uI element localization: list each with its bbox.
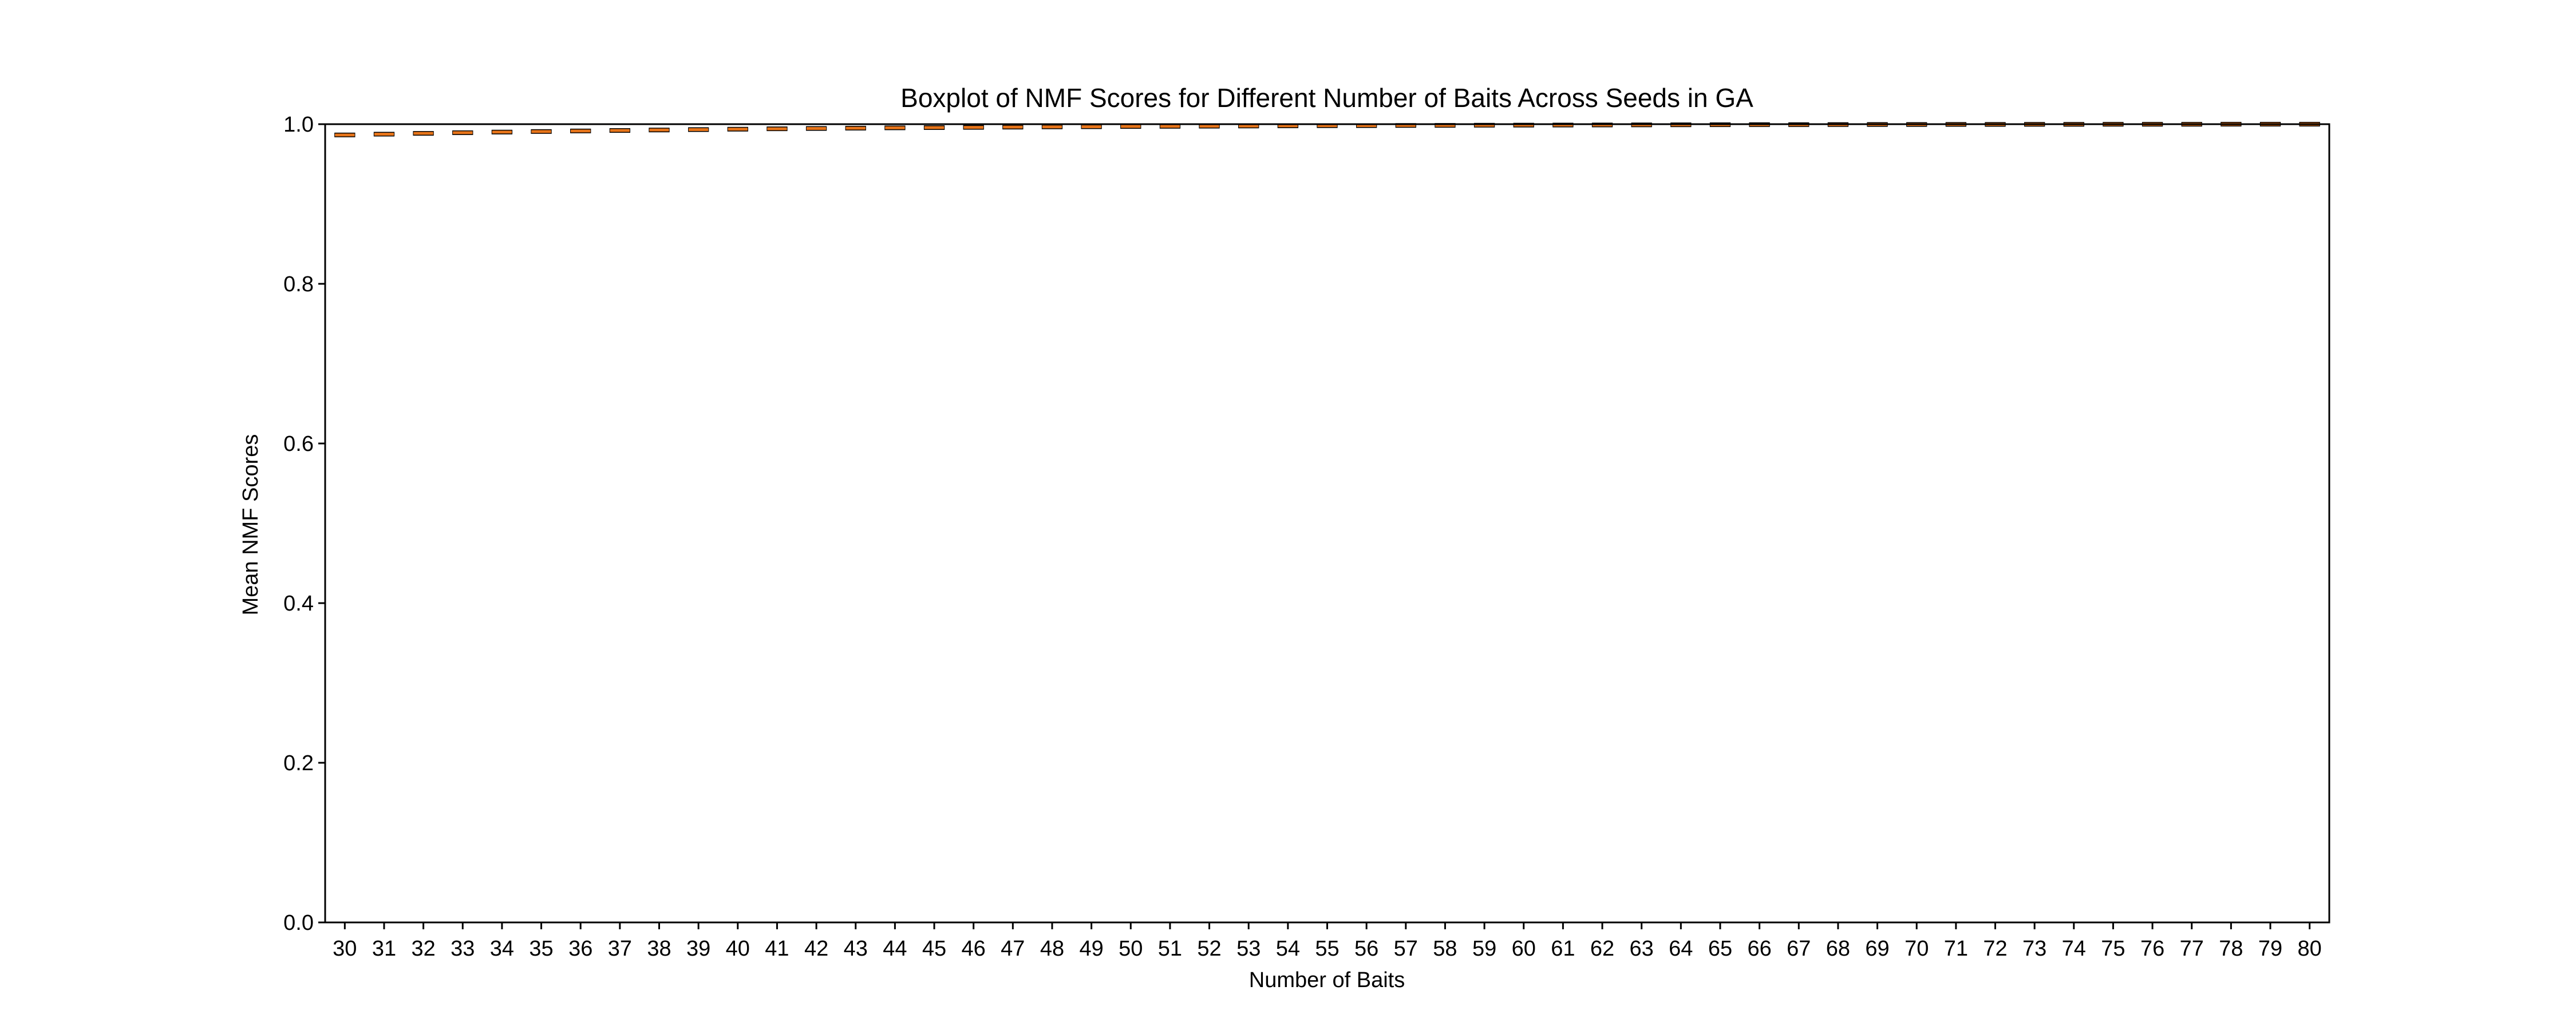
box-30 xyxy=(334,132,355,137)
x-tick-label: 62 xyxy=(1590,937,1614,961)
x-tick-label: 66 xyxy=(1747,937,1771,961)
x-tick-label: 48 xyxy=(1040,937,1064,961)
y-tick-label: 0.8 xyxy=(283,272,314,296)
box-34 xyxy=(491,129,513,134)
box-31 xyxy=(373,132,395,137)
x-tick-label: 64 xyxy=(1669,937,1693,961)
x-tick-label: 55 xyxy=(1315,937,1339,961)
x-tick-label: 63 xyxy=(1630,937,1654,961)
x-tick-label: 56 xyxy=(1354,937,1378,961)
chart-title: Boxplot of NMF Scores for Different Numb… xyxy=(900,83,1753,113)
x-tick-label: 80 xyxy=(2298,937,2322,961)
box-44 xyxy=(884,125,906,130)
x-tick-label: 36 xyxy=(568,937,592,961)
box-35 xyxy=(531,129,552,134)
x-tick-label: 57 xyxy=(1394,937,1418,961)
y-axis-label: Mean NMF Scores xyxy=(239,434,263,616)
x-tick-label: 33 xyxy=(451,937,475,961)
box-45 xyxy=(923,125,945,130)
x-tick-label: 78 xyxy=(2219,937,2243,961)
box-37 xyxy=(609,128,631,133)
box-48 xyxy=(1041,124,1063,129)
x-tick-label: 53 xyxy=(1236,937,1261,961)
x-axis: 30 31 32 33 34 35 36 37 38 39 40 41 42 43 44 45 46 47 48 49… xyxy=(333,922,2322,961)
x-tick-label: 60 xyxy=(1512,937,1536,961)
x-tick-label: 73 xyxy=(2022,937,2046,961)
x-tick-label: 38 xyxy=(647,937,671,961)
y-tick-label: 0.6 xyxy=(283,432,314,456)
box-46 xyxy=(963,125,984,130)
x-tick-label: 30 xyxy=(333,937,357,961)
x-tick-label: 44 xyxy=(883,937,907,961)
x-tick-label: 31 xyxy=(372,937,396,961)
x-tick-label: 43 xyxy=(844,937,868,961)
x-tick-label: 54 xyxy=(1276,937,1300,961)
x-tick-label: 71 xyxy=(1944,937,1968,961)
box-40 xyxy=(727,126,748,132)
x-tick-label: 50 xyxy=(1119,937,1143,961)
x-tick-label: 67 xyxy=(1787,937,1811,961)
box-41 xyxy=(767,126,788,132)
x-tick-label: 49 xyxy=(1079,937,1103,961)
x-tick-label: 70 xyxy=(1905,937,1929,961)
x-tick-label: 74 xyxy=(2062,937,2086,961)
box-33 xyxy=(452,130,473,135)
x-tick-label: 35 xyxy=(529,937,553,961)
x-tick-label: 79 xyxy=(2258,937,2282,961)
box-47 xyxy=(1002,125,1024,130)
x-tick-label: 77 xyxy=(2180,937,2204,961)
x-tick-label: 32 xyxy=(411,937,435,961)
x-tick-label: 68 xyxy=(1826,937,1850,961)
x-tick-label: 41 xyxy=(765,937,789,961)
box-50 xyxy=(1120,124,1141,129)
y-tick-label: 0.0 xyxy=(283,911,314,935)
x-tick-label: 37 xyxy=(608,937,632,961)
box-49 xyxy=(1081,124,1102,129)
x-tick-label: 72 xyxy=(1983,937,2007,961)
x-tick-label: 39 xyxy=(686,937,710,961)
y-tick-label: 0.2 xyxy=(283,751,314,775)
x-tick-label: 46 xyxy=(962,937,986,961)
box-51 xyxy=(1159,124,1181,129)
x-tick-label: 34 xyxy=(490,937,514,961)
y-axis: 0.0 0.2 0.4 0.6 0.8 1.0 xyxy=(283,113,325,935)
box-39 xyxy=(688,127,709,132)
x-tick-label: 40 xyxy=(726,937,750,961)
y-tick-label: 1.0 xyxy=(283,113,314,137)
box-36 xyxy=(570,128,591,133)
x-axis-label: Number of Baits xyxy=(1249,968,1405,992)
x-tick-label: 51 xyxy=(1158,937,1182,961)
y-tick-label: 0.4 xyxy=(283,592,314,616)
x-tick-label: 76 xyxy=(2140,937,2164,961)
box-32 xyxy=(413,131,434,136)
x-tick-label: 69 xyxy=(1865,937,1889,961)
x-tick-label: 61 xyxy=(1551,937,1575,961)
plot-area-frame xyxy=(324,123,2330,924)
box-38 xyxy=(649,128,670,133)
x-tick-label: 59 xyxy=(1472,937,1496,961)
box-43 xyxy=(845,125,866,130)
x-tick-label: 47 xyxy=(1001,937,1025,961)
x-tick-label: 42 xyxy=(804,937,828,961)
x-tick-label: 45 xyxy=(922,937,946,961)
x-tick-label: 52 xyxy=(1197,937,1221,961)
x-tick-label: 65 xyxy=(1708,937,1732,961)
x-tick-label: 75 xyxy=(2101,937,2125,961)
x-tick-label: 58 xyxy=(1433,937,1457,961)
box-42 xyxy=(805,126,827,131)
